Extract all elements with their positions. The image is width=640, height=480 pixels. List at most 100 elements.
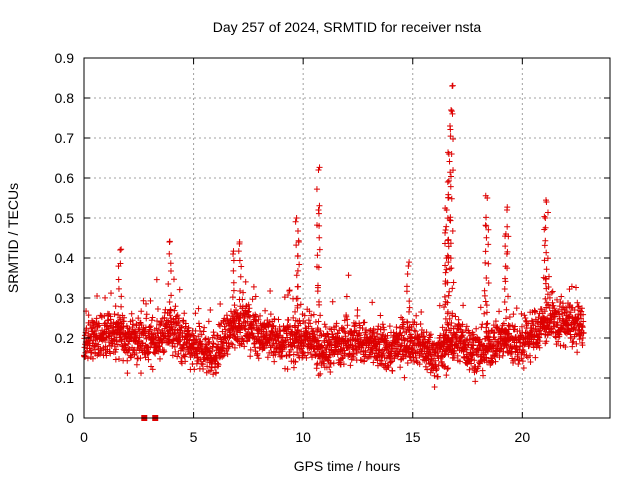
data-point bbox=[97, 351, 104, 358]
data-point bbox=[361, 319, 368, 326]
data-point bbox=[339, 355, 346, 362]
data-point bbox=[379, 321, 386, 328]
data-point bbox=[350, 351, 357, 358]
data-point bbox=[214, 332, 221, 339]
data-point bbox=[324, 330, 331, 337]
spike-point bbox=[230, 317, 237, 324]
grid-lines bbox=[84, 58, 610, 418]
data-point bbox=[551, 305, 558, 312]
spike-peak-point bbox=[445, 151, 452, 157]
data-point bbox=[321, 321, 328, 328]
data-point bbox=[155, 326, 162, 333]
data-point bbox=[249, 296, 256, 303]
spike-point bbox=[543, 285, 550, 292]
data-point bbox=[562, 343, 569, 350]
data-point bbox=[261, 320, 268, 327]
spike-point bbox=[294, 252, 301, 259]
data-point bbox=[466, 330, 473, 337]
spike-point bbox=[294, 283, 301, 290]
data-point bbox=[302, 319, 309, 326]
data-point bbox=[270, 322, 277, 329]
data-point bbox=[101, 313, 108, 320]
spike-point bbox=[483, 302, 490, 309]
data-point bbox=[443, 372, 450, 379]
spike-point bbox=[483, 309, 490, 316]
spike-point bbox=[502, 275, 509, 282]
spike-point bbox=[315, 298, 322, 305]
data-point bbox=[469, 345, 476, 352]
spike-point bbox=[445, 321, 452, 328]
data-point bbox=[370, 359, 377, 366]
data-point bbox=[214, 332, 221, 339]
data-point bbox=[500, 320, 507, 327]
data-point bbox=[415, 333, 422, 340]
data-point bbox=[455, 316, 462, 323]
data-point bbox=[407, 331, 414, 338]
spike-point bbox=[483, 328, 490, 335]
spike-peak-point bbox=[443, 207, 450, 213]
plot-frame bbox=[83, 57, 611, 419]
data-point bbox=[165, 339, 172, 346]
data-point bbox=[573, 340, 580, 347]
data-point bbox=[137, 355, 144, 362]
data-point bbox=[419, 333, 426, 340]
data-point bbox=[315, 372, 322, 379]
data-point bbox=[579, 335, 586, 342]
spike-peak-point bbox=[295, 239, 302, 245]
data-point bbox=[492, 358, 499, 365]
spike-point bbox=[237, 273, 244, 280]
data-point bbox=[333, 323, 340, 330]
data-point bbox=[404, 359, 411, 366]
data-point bbox=[445, 365, 452, 372]
data-point bbox=[107, 350, 114, 357]
data-point bbox=[526, 352, 533, 359]
data-point bbox=[154, 305, 161, 312]
data-point bbox=[113, 346, 120, 353]
data-points bbox=[81, 82, 587, 391]
data-point bbox=[308, 312, 315, 319]
data-point bbox=[343, 313, 350, 320]
data-point bbox=[297, 301, 304, 308]
data-point bbox=[344, 322, 351, 329]
data-point bbox=[562, 304, 569, 311]
data-point bbox=[466, 366, 473, 373]
data-point bbox=[520, 365, 527, 372]
data-point bbox=[555, 338, 562, 345]
spike-point bbox=[446, 158, 453, 165]
spike-point bbox=[314, 325, 321, 332]
data-point bbox=[93, 315, 100, 322]
data-point bbox=[102, 294, 109, 301]
data-point bbox=[344, 316, 351, 323]
data-point bbox=[510, 311, 517, 318]
y-tick-label: 0.7 bbox=[55, 130, 75, 146]
spike-point bbox=[237, 310, 244, 317]
data-point bbox=[416, 334, 423, 341]
spike-point bbox=[294, 295, 301, 302]
data-point bbox=[276, 323, 283, 330]
data-point bbox=[343, 293, 350, 300]
data-point bbox=[267, 288, 274, 295]
spike-point bbox=[541, 308, 548, 315]
spike-point bbox=[441, 333, 448, 340]
data-point bbox=[312, 319, 319, 326]
spike-point bbox=[166, 250, 173, 257]
data-point bbox=[279, 353, 286, 360]
data-point bbox=[546, 294, 553, 301]
data-point bbox=[567, 335, 574, 342]
data-point bbox=[231, 344, 238, 351]
data-point bbox=[496, 308, 503, 315]
spike-point bbox=[237, 287, 244, 294]
data-point bbox=[481, 292, 488, 299]
data-point bbox=[327, 359, 334, 366]
spike-point bbox=[503, 339, 510, 346]
spike-point bbox=[313, 186, 320, 193]
spike-point bbox=[502, 243, 509, 250]
data-point bbox=[386, 323, 393, 330]
spike-peak-point bbox=[442, 227, 449, 233]
data-point bbox=[284, 366, 291, 373]
data-point bbox=[170, 276, 177, 283]
data-point bbox=[133, 350, 140, 357]
data-point bbox=[564, 308, 571, 315]
data-point bbox=[568, 283, 575, 290]
data-point bbox=[480, 372, 487, 379]
